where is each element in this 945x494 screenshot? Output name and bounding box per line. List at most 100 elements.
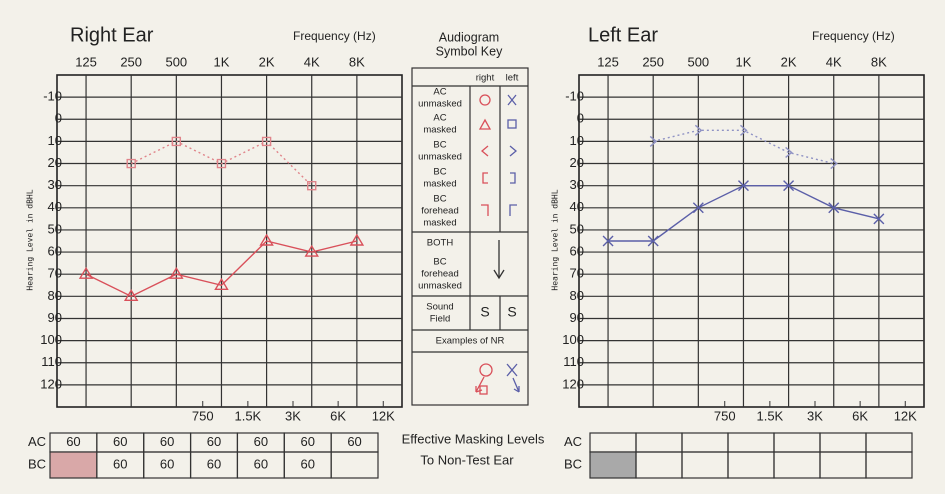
y-tick-label: 90 — [48, 310, 62, 325]
symbol-masked-right — [510, 172, 516, 184]
x-tick-label: 125 — [75, 54, 97, 69]
masking-row-label: BC — [28, 456, 46, 471]
data-point — [647, 235, 659, 247]
masking-row-label: AC — [28, 434, 46, 449]
data-point — [649, 135, 658, 147]
data-point — [602, 235, 614, 247]
key-label: unmasked — [418, 281, 462, 292]
data-point — [828, 202, 840, 214]
y-tick-label: -10 — [565, 89, 584, 104]
data-point — [216, 158, 227, 169]
key-label: Examples of NR — [436, 336, 505, 347]
x-tick-label-bottom: 1.5K — [234, 408, 261, 423]
key-label: unmasked — [418, 152, 462, 163]
plot-frame — [578, 74, 925, 408]
y-tick-label: 50 — [570, 221, 584, 236]
x-tick-label-bottom: 12K — [372, 408, 395, 423]
symbol-circle — [479, 94, 491, 106]
nr-square — [479, 385, 488, 395]
symbol-bracket-left — [480, 145, 489, 157]
data-point — [304, 244, 319, 257]
x-tick-label: 250 — [120, 54, 142, 69]
symbol-key-frame — [411, 67, 529, 406]
key-title: Symbol Key — [436, 44, 503, 58]
data-point — [169, 266, 184, 279]
x-tick-label-bottom: 3K — [807, 408, 823, 423]
x-tick-label: 500 — [687, 54, 709, 69]
data-point — [307, 180, 317, 191]
masking-value: 60 — [347, 434, 361, 449]
x-tick-label: 8K — [871, 54, 887, 69]
y-tick-label: 80 — [570, 288, 584, 303]
masking-value: 60 — [66, 434, 80, 449]
masking-value: 60 — [207, 434, 221, 449]
key-column-header: left — [506, 73, 519, 84]
x-tick-label-bottom: 6K — [330, 408, 346, 423]
nr-arrow-left — [512, 377, 520, 393]
symbol-square — [507, 119, 517, 129]
symbol-masked-left — [482, 172, 488, 184]
symbol-bracket-right — [509, 145, 518, 157]
x-tick-label: 4K — [304, 54, 320, 69]
data-point — [78, 266, 94, 279]
x-tick-label-bottom: 3K — [285, 408, 301, 423]
key-label: unmasked — [418, 99, 462, 110]
data-point — [123, 288, 139, 302]
data-point — [737, 180, 749, 192]
chart-panel: Left Ear Frequency (Hz) Hearing Level in d… — [551, 24, 925, 423]
y-tick-label: 0 — [577, 111, 584, 126]
x-tick-label-bottom: 6K — [852, 408, 868, 423]
key-label: masked — [423, 179, 456, 190]
series-line — [130, 140, 313, 187]
y-tick-label: 100 — [40, 332, 62, 347]
y-tick-label: 110 — [41, 354, 62, 369]
y-tick-label: 40 — [570, 199, 584, 214]
y-tick-label: 10 — [48, 133, 62, 148]
data-point — [740, 124, 748, 136]
y-axis-label: Hearing Level in dBHL — [551, 189, 560, 290]
key-label: BC — [433, 167, 446, 178]
masking-cell — [589, 451, 637, 479]
key-label: forehead — [421, 206, 459, 217]
y-tick-label: 100 — [562, 332, 584, 347]
key-label: BOTH — [427, 238, 454, 249]
y-tick-label: 60 — [48, 244, 62, 259]
y-tick-label: 120 — [40, 376, 62, 391]
symbol-forehead-right — [481, 204, 489, 216]
masking-title: Effective Masking Levels — [402, 431, 545, 446]
key-label: Sound — [426, 302, 453, 313]
key-label: Field — [430, 314, 451, 325]
key-symbol: S — [507, 304, 516, 320]
data-point — [171, 136, 182, 147]
x-tick-label-bottom: 750 — [192, 408, 214, 423]
key-label: BC — [433, 194, 446, 205]
masking-title: To Non-Test Ear — [420, 452, 514, 467]
data-point — [259, 233, 274, 246]
key-label: masked — [423, 125, 456, 136]
masking-value: 60 — [113, 434, 127, 449]
key-symbols — [475, 94, 520, 395]
x-tick-label: 2K — [781, 54, 797, 69]
y-tick-label: 20 — [48, 155, 62, 170]
y-tick-label: 50 — [48, 221, 62, 236]
masking-value: 60 — [254, 456, 268, 471]
masking-value: 60 — [113, 456, 127, 471]
masking-value: 60 — [207, 456, 221, 471]
data-point — [126, 158, 136, 169]
plot-frame — [56, 74, 403, 408]
masking-value: 60 — [160, 456, 174, 471]
chart-title: Right Ear — [70, 24, 154, 46]
key-column-header: right — [476, 73, 495, 84]
y-tick-label: 60 — [570, 244, 584, 259]
x-axis-label: Frequency (Hz) — [812, 29, 895, 43]
key-label: AC — [433, 87, 446, 98]
data-point — [785, 146, 793, 159]
x-tick-label-bottom: 750 — [714, 408, 736, 423]
chart-title: Left Ear — [588, 24, 658, 46]
y-tick-label: 70 — [48, 266, 62, 281]
x-tick-label: 250 — [642, 54, 664, 69]
data-point — [692, 202, 704, 214]
data-point — [830, 157, 838, 170]
y-tick-label: 10 — [570, 133, 584, 148]
masking-cell — [49, 451, 98, 479]
